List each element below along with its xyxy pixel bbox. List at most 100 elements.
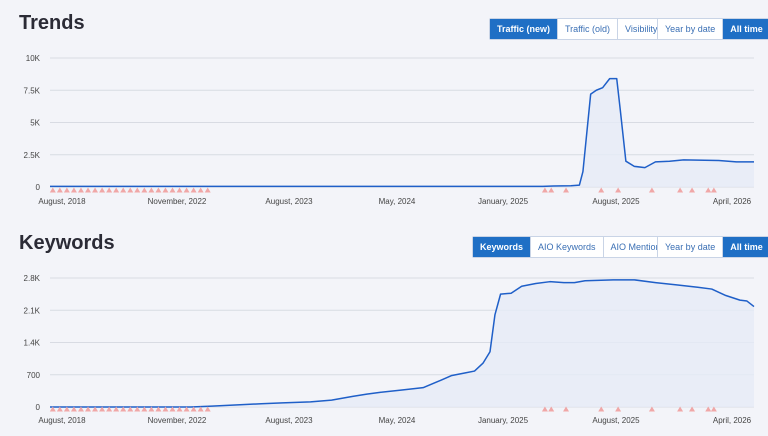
event-marker-icon[interactable] bbox=[49, 187, 56, 193]
event-marker-icon[interactable] bbox=[710, 187, 717, 193]
tab-keywords[interactable]: Keywords bbox=[473, 237, 532, 257]
event-marker-icon[interactable] bbox=[615, 187, 622, 193]
area-fill bbox=[50, 279, 754, 407]
event-marker-icon[interactable] bbox=[548, 187, 555, 193]
event-marker-icon[interactable] bbox=[563, 406, 570, 412]
x-tick-label: May, 2024 bbox=[379, 416, 416, 425]
event-marker-icon[interactable] bbox=[169, 187, 176, 193]
event-marker-icon[interactable] bbox=[120, 187, 127, 193]
event-marker-icon[interactable] bbox=[56, 187, 63, 193]
event-marker-icon[interactable] bbox=[548, 406, 555, 412]
event-marker-icon[interactable] bbox=[99, 187, 106, 193]
tab-traffic-old[interactable]: Traffic (old) bbox=[558, 19, 619, 39]
event-marker-icon[interactable] bbox=[120, 406, 127, 412]
event-marker-icon[interactable] bbox=[204, 187, 211, 193]
event-marker-icon[interactable] bbox=[63, 406, 70, 412]
x-tick-label: August, 2018 bbox=[38, 416, 86, 425]
tab-year-by-date[interactable]: Year by date bbox=[658, 237, 724, 257]
event-marker-icon[interactable] bbox=[134, 187, 141, 193]
x-tick-label: January, 2025 bbox=[478, 197, 529, 206]
event-marker-icon[interactable] bbox=[648, 406, 655, 412]
event-marker-icon[interactable] bbox=[92, 187, 99, 193]
event-marker-icon[interactable] bbox=[677, 187, 684, 193]
event-marker-icon[interactable] bbox=[183, 187, 190, 193]
event-marker-icon[interactable] bbox=[77, 406, 84, 412]
event-marker-icon[interactable] bbox=[689, 187, 696, 193]
event-marker-icon[interactable] bbox=[176, 187, 183, 193]
event-marker-icon[interactable] bbox=[169, 406, 176, 412]
x-tick-label: January, 2025 bbox=[478, 416, 529, 425]
event-marker-icon[interactable] bbox=[99, 406, 106, 412]
event-marker-icon[interactable] bbox=[677, 406, 684, 412]
event-marker-icon[interactable] bbox=[148, 406, 155, 412]
event-marker-icon[interactable] bbox=[155, 406, 162, 412]
trends-metric-tabs: Traffic (new) Traffic (old) Visibility bbox=[489, 18, 666, 40]
series-line[interactable] bbox=[50, 279, 755, 408]
event-marker-icon[interactable] bbox=[141, 187, 148, 193]
event-marker-icon[interactable] bbox=[77, 187, 84, 193]
keywords-chart[interactable]: 0 700 1.4K 2.1K 2.8K August, 2018 November, 20… bbox=[0, 218, 768, 436]
trends-title: Trends bbox=[19, 12, 85, 34]
event-marker-icon[interactable] bbox=[106, 187, 113, 193]
event-marker-icon[interactable] bbox=[113, 406, 120, 412]
tab-visibility[interactable]: Visibility bbox=[618, 19, 665, 39]
tab-aio-mentions[interactable]: AIO Mentions bbox=[603, 237, 673, 257]
x-tick-label: August, 2018 bbox=[38, 197, 86, 206]
event-marker-icon[interactable] bbox=[197, 187, 204, 193]
trends-chart[interactable]: 0 2.5K 5K 7.5K 10K August, 2018 November, 2022… bbox=[0, 0, 768, 215]
event-marker-icon[interactable] bbox=[183, 406, 190, 412]
y-tick-label: 2.1K bbox=[24, 306, 41, 315]
tab-all-time[interactable]: All time bbox=[723, 237, 768, 257]
event-marker-icon[interactable] bbox=[710, 406, 717, 412]
event-marker-icon[interactable] bbox=[598, 406, 605, 412]
y-tick-label: 5K bbox=[30, 119, 40, 128]
y-tick-label: 7.5K bbox=[24, 86, 41, 95]
event-marker-icon[interactable] bbox=[63, 187, 70, 193]
series-line[interactable] bbox=[50, 77, 754, 188]
event-marker-icon[interactable] bbox=[56, 406, 63, 412]
event-marker-icon[interactable] bbox=[127, 406, 134, 412]
event-marker-icon[interactable] bbox=[615, 406, 622, 412]
event-marker-icon[interactable] bbox=[197, 406, 204, 412]
event-marker-icon[interactable] bbox=[70, 187, 77, 193]
tab-year-by-date[interactable]: Year by date bbox=[658, 19, 724, 39]
event-marker-icon[interactable] bbox=[204, 406, 211, 412]
event-marker-icon[interactable] bbox=[705, 406, 712, 412]
event-marker-icon[interactable] bbox=[648, 187, 655, 193]
event-marker-icon[interactable] bbox=[85, 187, 92, 193]
event-marker-icon[interactable] bbox=[106, 406, 113, 412]
tab-traffic-new[interactable]: Traffic (new) bbox=[490, 19, 559, 39]
event-marker-icon[interactable] bbox=[563, 187, 570, 193]
x-tick-label: November, 2022 bbox=[148, 197, 207, 206]
event-marker-icon[interactable] bbox=[541, 406, 548, 412]
event-marker-icon[interactable] bbox=[190, 406, 197, 412]
event-marker-icon[interactable] bbox=[70, 406, 77, 412]
event-marker-icon[interactable] bbox=[598, 187, 605, 193]
event-marker-icon[interactable] bbox=[162, 187, 169, 193]
trends-range-tabs: Year by date All time bbox=[657, 18, 768, 40]
tab-aio-keywords[interactable]: AIO Keywords bbox=[531, 237, 604, 257]
event-marker-icon[interactable] bbox=[689, 406, 696, 412]
tab-all-time[interactable]: All time bbox=[723, 19, 768, 39]
event-marker-icon[interactable] bbox=[155, 187, 162, 193]
event-marker-icon[interactable] bbox=[176, 406, 183, 412]
x-tick-label: August, 2023 bbox=[265, 197, 313, 206]
event-marker-icon[interactable] bbox=[49, 406, 56, 412]
x-tick-label: November, 2022 bbox=[148, 416, 207, 425]
event-marker-icon[interactable] bbox=[127, 187, 134, 193]
event-marker-icon[interactable] bbox=[134, 406, 141, 412]
event-marker-icon[interactable] bbox=[705, 187, 712, 193]
event-marker-icon[interactable] bbox=[162, 406, 169, 412]
event-marker-icon[interactable] bbox=[92, 406, 99, 412]
keywords-section: Keywords Keywords AIO Keywords AIO Menti… bbox=[0, 218, 768, 436]
event-marker-icon[interactable] bbox=[85, 406, 92, 412]
y-tick-label: 2.5K bbox=[24, 151, 41, 160]
event-marker-icon[interactable] bbox=[141, 406, 148, 412]
y-tick-label: 0 bbox=[36, 183, 41, 192]
event-marker-icon[interactable] bbox=[113, 187, 120, 193]
keywords-title: Keywords bbox=[19, 232, 115, 254]
y-tick-label: 0 bbox=[36, 403, 41, 412]
event-marker-icon[interactable] bbox=[190, 187, 197, 193]
event-marker-icon[interactable] bbox=[541, 187, 548, 193]
event-marker-icon[interactable] bbox=[148, 187, 155, 193]
